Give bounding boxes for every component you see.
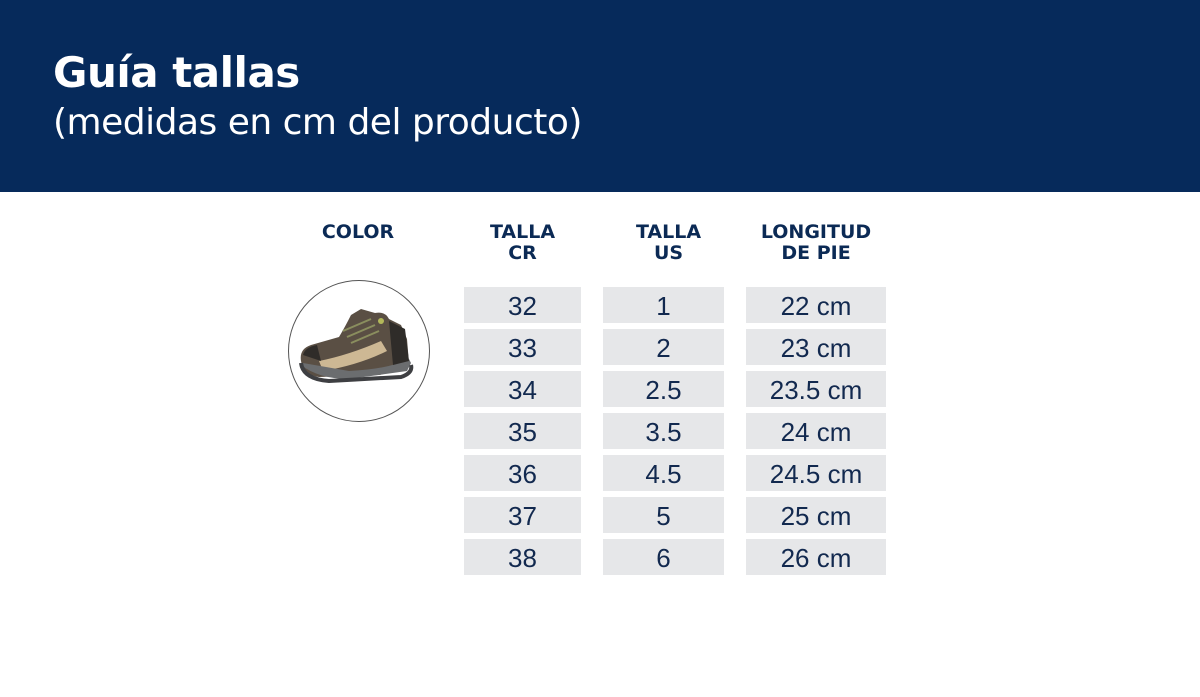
column-header-line: US	[653, 242, 684, 264]
size-cr-cell: 37	[464, 497, 581, 533]
product-color-swatch	[288, 280, 430, 422]
column-header-color: COLOR	[300, 222, 416, 243]
size-cr-cell: 35	[464, 413, 581, 449]
foot-length-cell: 24.5 cm	[746, 455, 886, 491]
size-us-cell: 3.5	[603, 413, 724, 449]
size-us-cell: 6	[603, 539, 724, 575]
foot-length-cell: 23.5 cm	[746, 371, 886, 407]
size-cr-cell: 38	[464, 539, 581, 575]
size-us-cell: 4.5	[603, 455, 724, 491]
column-header-longitud: LONGITUD DE PIE	[746, 222, 886, 264]
column-header-talla-us: TALLA US	[603, 222, 734, 264]
page-title: Guía tallas	[53, 48, 300, 97]
foot-length-cell: 22 cm	[746, 287, 886, 323]
foot-length-cell: 25 cm	[746, 497, 886, 533]
column-header-line: TALLA	[635, 221, 702, 243]
size-us-cell: 1	[603, 287, 724, 323]
column-header-line: TALLA	[489, 221, 556, 243]
foot-length-cell: 26 cm	[746, 539, 886, 575]
column-header-line: COLOR	[321, 221, 395, 243]
size-cr-cell: 34	[464, 371, 581, 407]
size-us-cell: 2	[603, 329, 724, 365]
header-banner: Guía tallas (medidas en cm del producto)	[0, 0, 1200, 192]
size-us-cell: 2.5	[603, 371, 724, 407]
column-header-talla-cr: TALLA CR	[464, 222, 581, 264]
column-header-line: LONGITUD	[760, 221, 872, 243]
hiking-boot-icon	[299, 309, 414, 384]
foot-length-cell: 23 cm	[746, 329, 886, 365]
size-cr-cell: 33	[464, 329, 581, 365]
size-cr-cell: 36	[464, 455, 581, 491]
size-us-cell: 5	[603, 497, 724, 533]
size-cr-cell: 32	[464, 287, 581, 323]
column-header-line: CR	[508, 242, 537, 264]
column-header-line: DE PIE	[781, 242, 851, 264]
foot-length-cell: 24 cm	[746, 413, 886, 449]
page-subtitle: (medidas en cm del producto)	[53, 102, 582, 143]
